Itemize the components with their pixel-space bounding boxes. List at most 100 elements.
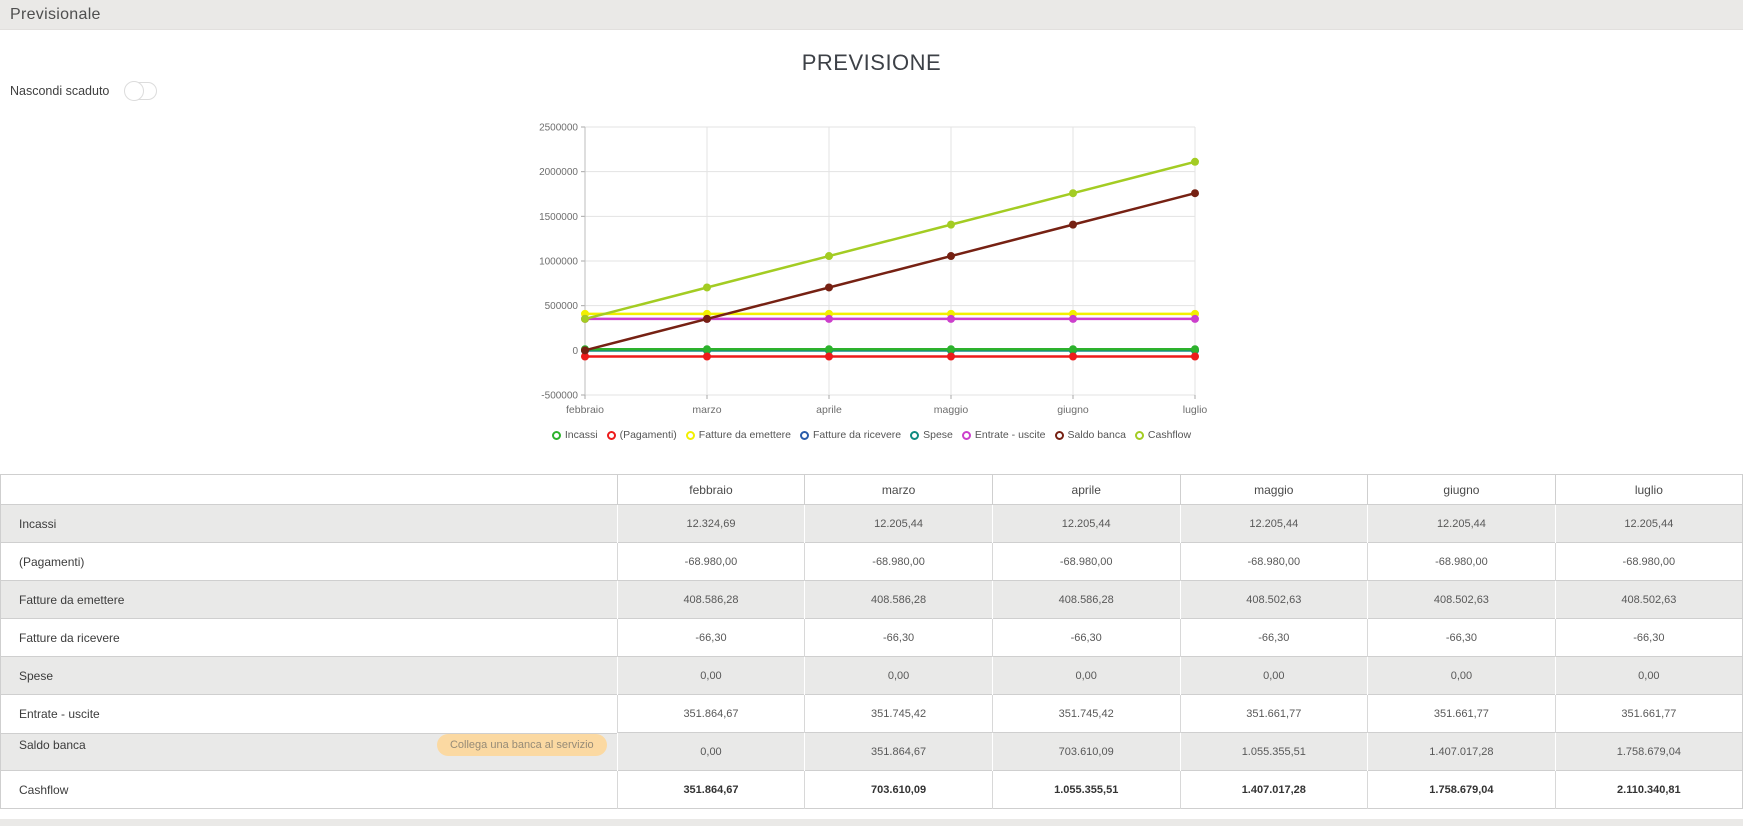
cell-pagamenti-aprile: -68.980,00 — [991, 542, 1180, 581]
table-row-spese: Spese 0,00 0,00 0,00 0,00 0,00 0,00 — [0, 656, 1743, 695]
cell-saldo-banca-febbraio: 0,00 — [616, 732, 805, 771]
cell-cashflow-luglio: 2.110.340,81 — [1554, 770, 1743, 809]
forecast-chart: 2500000 2000000 1500000 1000000 500000 0 -5000… — [0, 113, 1743, 443]
cell-fatture-da-emettere-luglio: 408.502,63 — [1554, 580, 1743, 619]
legend-item-entrate-uscite[interactable]: Entrate - uscite — [961, 429, 1046, 441]
table-row-saldo-banca: Saldo banca Collega una banca al servizio… — [0, 732, 1743, 771]
data-point-entrate-uscite-giugno — [1069, 314, 1077, 323]
cell-entrate-uscite-maggio: 351.661,77 — [1179, 694, 1368, 733]
legend-marker-icon — [685, 430, 695, 440]
cell-entrate-uscite-marzo: 351.745,42 — [804, 694, 993, 733]
toggle-knob-icon — [124, 81, 145, 101]
connect-bank-button[interactable]: Collega una banca al servizio — [436, 733, 607, 756]
legend-marker-icon — [551, 430, 561, 440]
chart-grid: 2500000 2000000 1500000 1000000 500000 0 -5000… — [539, 123, 1207, 417]
cell-cashflow-giugno: 1.758.679,04 — [1367, 770, 1556, 809]
data-point-cashflow-aprile — [825, 252, 833, 261]
column-header-febbraio: febbraio — [616, 474, 806, 505]
series-fatture-da-emettere — [581, 309, 1199, 318]
cell-spese-febbraio: 0,00 — [616, 656, 805, 695]
cell-pagamenti-maggio: -68.980,00 — [1179, 542, 1368, 581]
data-point-pagamenti-luglio — [1191, 352, 1199, 361]
data-point-incassi-maggio — [947, 345, 955, 354]
legend-label: Saldo banca — [1067, 429, 1126, 441]
cell-saldo-banca-maggio: 1.055.355,51 — [1179, 732, 1368, 771]
table-row-incassi: Incassi 12.324,69 12.205,44 12.205,44 12.205… — [0, 504, 1743, 543]
data-point-entrate-uscite-maggio — [947, 314, 955, 323]
cell-cashflow-aprile: 1.055.355,51 — [991, 770, 1180, 809]
legend-label: Fatture da emettere — [698, 429, 791, 441]
cell-entrate-uscite-aprile: 351.745,42 — [991, 694, 1180, 733]
y-axis-tick-label: 0 — [572, 346, 578, 357]
legend-marker-icon — [910, 430, 920, 440]
table-row-cashflow: Cashflow 351.864,67 703.610,09 1.055.355,51… — [0, 770, 1743, 809]
legend-label: Cashflow — [1147, 429, 1192, 441]
x-axis-label-giugno: giugno — [1057, 404, 1089, 416]
cell-saldo-banca-aprile: 703.610,09 — [991, 732, 1180, 771]
data-point-pagamenti-giugno — [1069, 352, 1077, 361]
y-axis-tick-label: 2000000 — [539, 167, 578, 178]
bottom-strip — [0, 819, 1743, 826]
series-pagamenti — [581, 352, 1199, 361]
series-incassi — [581, 345, 1199, 354]
legend-item-incassi[interactable]: Incassi — [551, 429, 598, 441]
legend-label: Spese — [923, 429, 953, 441]
x-axis-label-aprile: aprile — [816, 404, 842, 416]
row-label-cell-cashflow: Cashflow — [0, 770, 618, 809]
cell-pagamenti-febbraio: -68.980,00 — [616, 542, 805, 581]
data-point-saldo-banca-febbraio — [581, 346, 589, 355]
data-point-cashflow-maggio — [947, 220, 955, 229]
data-point-incassi-marzo — [703, 345, 711, 354]
legend-label: (Pagamenti) — [619, 429, 677, 441]
data-point-entrate-uscite-luglio — [1191, 314, 1199, 323]
row-label-cell-spese: Spese — [0, 656, 618, 695]
series-cashflow — [581, 157, 1199, 323]
cell-fatture-da-ricevere-marzo: -66,30 — [804, 618, 993, 657]
page-title: PREVISIONE — [801, 50, 942, 75]
topbar-title: Previsionale — [10, 5, 101, 23]
legend-item-fatture-da-ricevere[interactable]: Fatture da ricevere — [800, 429, 901, 441]
data-point-saldo-banca-marzo — [703, 314, 711, 323]
legend-item-saldo-banca[interactable]: Saldo banca — [1054, 429, 1126, 441]
data-point-cashflow-luglio — [1191, 157, 1199, 166]
cell-incassi-giugno: 12.205,44 — [1367, 504, 1556, 543]
legend-item-fatture-da-emettere[interactable]: Fatture da emettere — [685, 429, 791, 441]
legend-item-spese[interactable]: Spese — [910, 429, 953, 441]
legend-label: Fatture da ricevere — [813, 429, 902, 441]
forecast-table: febbraio marzo aprile maggio giugno luglio Inc… — [0, 474, 1743, 809]
hide-expired-control: Nascondi scaduto — [10, 81, 158, 101]
cell-fatture-da-ricevere-febbraio: -66,30 — [616, 618, 805, 657]
table-row-fatture-da-emettere: Fatture da emettere 408.586,28 408.586,28 4… — [0, 580, 1743, 619]
data-point-saldo-banca-maggio — [947, 252, 955, 261]
data-point-pagamenti-maggio — [947, 352, 955, 361]
legend-marker-icon — [606, 430, 616, 440]
series-entrate-uscite — [581, 314, 1199, 323]
data-point-saldo-banca-giugno — [1069, 220, 1077, 229]
data-point-incassi-luglio — [1191, 345, 1199, 354]
y-axis-tick-label: -500000 — [541, 391, 578, 402]
cell-spese-giugno: 0,00 — [1367, 656, 1556, 695]
row-label-cell-fatture-da-emettere: Fatture da emettere — [0, 580, 618, 619]
cell-fatture-da-ricevere-luglio: -66,30 — [1554, 618, 1743, 657]
legend-item-pagamenti[interactable]: (Pagamenti) — [606, 429, 677, 441]
cell-entrate-uscite-febbraio: 351.864,67 — [616, 694, 805, 733]
data-point-cashflow-febbraio — [581, 314, 589, 323]
data-point-cashflow-marzo — [703, 283, 711, 292]
topbar: Previsionale — [0, 0, 1743, 30]
x-axis-label-maggio: maggio — [934, 404, 969, 416]
hide-expired-toggle[interactable] — [124, 81, 158, 101]
legend-marker-icon — [800, 430, 809, 440]
cell-fatture-da-emettere-aprile: 408.586,28 — [991, 580, 1180, 619]
table-row-entrate-uscite: Entrate - uscite 351.864,67 351.745,42 351.… — [0, 694, 1743, 733]
cell-fatture-da-ricevere-aprile: -66,30 — [991, 618, 1180, 657]
hide-expired-label: Nascondi scaduto — [10, 84, 110, 98]
table-row-pagamenti: (Pagamenti) -68.980,00 -68.980,00 -68.980,0… — [0, 542, 1743, 581]
cell-pagamenti-giugno: -68.980,00 — [1367, 542, 1556, 581]
cell-incassi-marzo: 12.205,44 — [804, 504, 993, 543]
legend-item-cashflow[interactable]: Cashflow — [1134, 429, 1192, 441]
cell-spese-aprile: 0,00 — [991, 656, 1180, 695]
cell-fatture-da-emettere-maggio: 408.502,63 — [1179, 580, 1368, 619]
chart-legend: Incassi (Pagamenti) Fatture da emettere Fat… — [0, 427, 1743, 443]
cell-pagamenti-luglio: -68.980,00 — [1554, 542, 1743, 581]
data-point-incassi-giugno — [1069, 345, 1077, 354]
